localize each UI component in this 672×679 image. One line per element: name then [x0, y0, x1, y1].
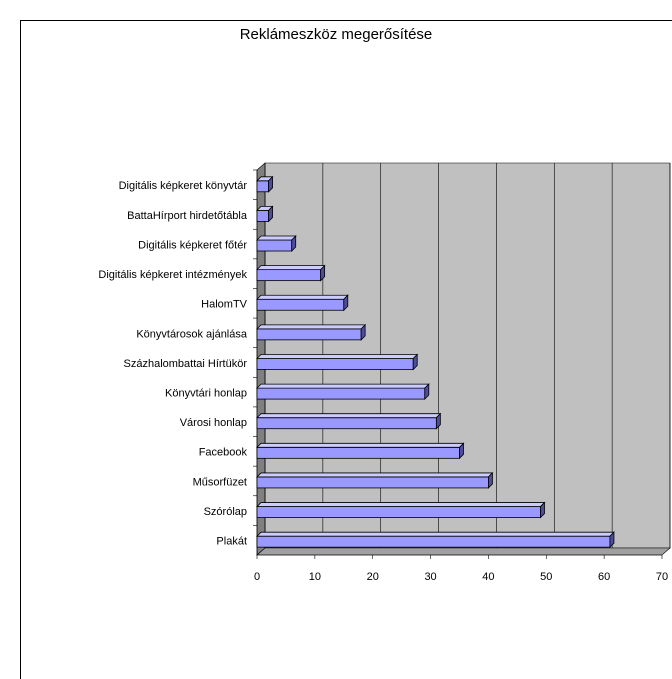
bar [256, 269, 322, 282]
y-tick-label: Digitális képkeret intézmények [98, 269, 247, 281]
x-tick-label: 10 [309, 571, 321, 583]
bar [256, 387, 426, 400]
floor [256, 547, 671, 556]
bar-top [256, 413, 442, 419]
bar-top [256, 502, 546, 507]
bar [256, 239, 293, 252]
y-tick-label: Digitális képkeret könyvtár [119, 180, 248, 192]
bar-top [256, 472, 494, 478]
y-tick-label: Városi honlap [180, 417, 247, 429]
bar-top [256, 294, 349, 300]
bar-side [412, 353, 418, 371]
bar-top [256, 354, 419, 359]
bar-side [459, 442, 464, 460]
bar-side [609, 531, 615, 549]
y-tick-label: Könyvtári honlap [165, 388, 247, 400]
bar-side [291, 235, 297, 252]
y-tick-label: Facebook [199, 447, 248, 459]
y-tick-label: Műsorfüzet [193, 476, 247, 488]
bar [256, 210, 269, 222]
x-tick-label: 60 [598, 571, 610, 583]
bar [256, 417, 437, 430]
y-tick-label: Digitális képkeret főtér [138, 239, 247, 251]
bar-side [424, 383, 430, 401]
bar-side [268, 175, 273, 193]
x-tick-label: 50 [540, 571, 552, 583]
y-tick-label: HalomTV [201, 299, 248, 311]
bar-side [360, 323, 366, 341]
bar-side [343, 294, 349, 312]
bar-side [540, 501, 545, 519]
bar-top [256, 324, 367, 330]
bar [256, 298, 345, 311]
y-tick-label: Szórólap [204, 506, 247, 518]
bar-top [256, 442, 465, 448]
bar-side [435, 412, 441, 430]
bar [256, 358, 414, 370]
bar-top [256, 531, 615, 537]
y-tick-label: BattaHírport hirdetőtábla [127, 210, 248, 222]
x-tick-label: 20 [367, 571, 379, 583]
y-tick-label: Könyvtárosok ajánlása [136, 328, 248, 340]
y-tick-label: Plakát [216, 536, 247, 548]
bar-top [256, 383, 430, 389]
bar [256, 446, 460, 459]
bar [256, 506, 541, 518]
bar [256, 328, 362, 341]
x-tick-label: 40 [482, 571, 494, 583]
bar [256, 476, 489, 489]
bar-top [256, 235, 297, 241]
x-tick-label: 30 [424, 571, 436, 583]
chart-title: Reklámeszköz megerősítése [240, 26, 433, 43]
bar [256, 180, 269, 193]
x-tick-label: 0 [254, 571, 260, 583]
bar-top [256, 265, 326, 271]
bar-side [268, 205, 273, 223]
x-tick-label: 70 [656, 571, 668, 583]
bar [256, 535, 611, 548]
bar-side [320, 264, 326, 282]
bar-side [488, 471, 493, 489]
y-tick-label: Százhalombattai Hírtükör [124, 358, 248, 370]
